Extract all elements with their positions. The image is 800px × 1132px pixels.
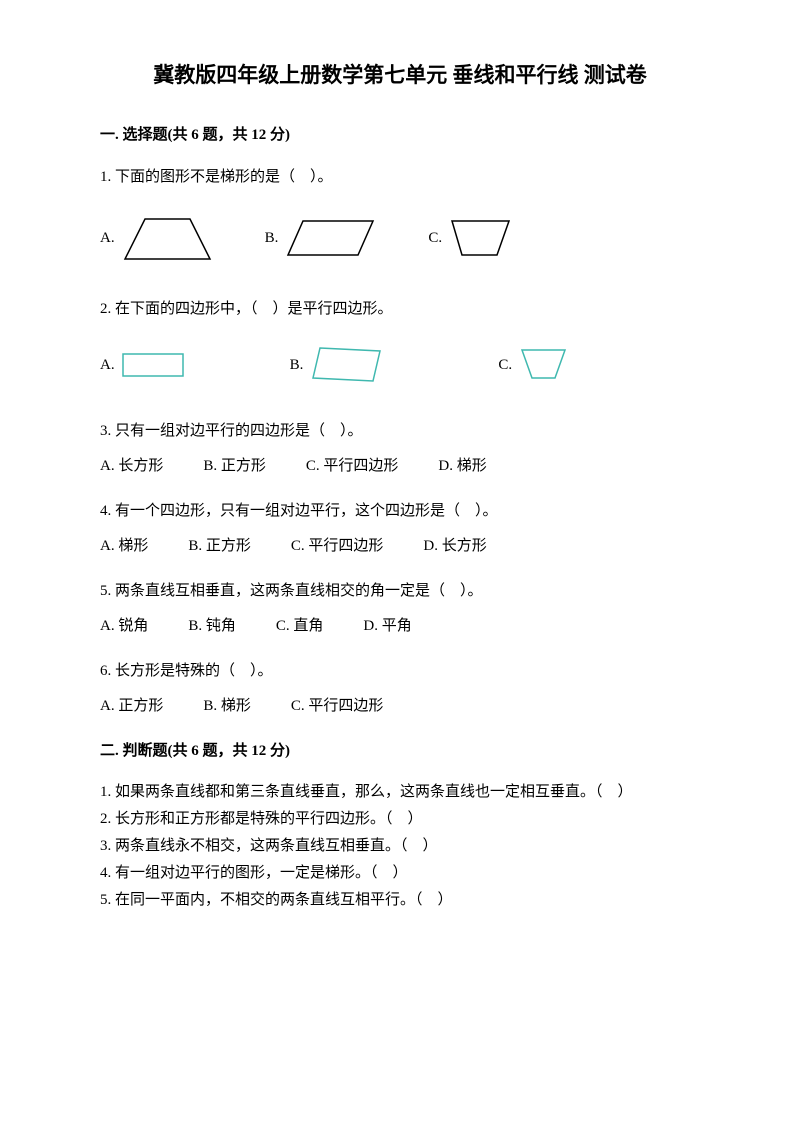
q1-text: 1. 下面的图形不是梯形的是（ ）。	[100, 164, 700, 191]
section-2-header: 二. 判断题(共 6 题，共 12 分)	[100, 738, 700, 765]
q1-label-c: C.	[428, 225, 442, 252]
judge-5: 5. 在同一平面内，不相交的两条直线互相平行。（ ）	[100, 888, 700, 912]
q3-opt-a: A. 长方形	[100, 453, 163, 480]
q1-option-a: A.	[100, 211, 215, 266]
q2-label-b: B.	[290, 352, 304, 379]
q1-option-c: C.	[428, 213, 517, 263]
q5-opt-d: D. 平角	[363, 613, 411, 640]
judge-4: 4. 有一组对边平行的图形，一定是梯形。（ ）	[100, 861, 700, 885]
question-4: 4. 有一个四边形，只有一组对边平行，这个四边形是（ ）。 A. 梯形 B. 正…	[100, 498, 700, 560]
q2-option-b: B.	[290, 343, 389, 388]
question-3: 3. 只有一组对边平行的四边形是（ ）。 A. 长方形 B. 正方形 C. 平行…	[100, 418, 700, 480]
q4-opt-d: D. 长方形	[423, 533, 486, 560]
q2-option-a: A.	[100, 348, 190, 383]
q2-shapes: A. B. C.	[100, 343, 700, 388]
q3-opt-b: B. 正方形	[203, 453, 266, 480]
q4-opt-c: C. 平行四边形	[291, 533, 384, 560]
trapezoid-narrow-icon	[447, 213, 517, 263]
q1-shapes: A. B. C.	[100, 211, 700, 266]
judge-3: 3. 两条直线永不相交，这两条直线互相垂直。（ ）	[100, 834, 700, 858]
q5-opt-b: B. 钝角	[188, 613, 236, 640]
q4-text: 4. 有一个四边形，只有一组对边平行，这个四边形是（ ）。	[100, 498, 700, 525]
trapezoid-teal-icon	[517, 345, 572, 385]
q2-label-c: C.	[498, 352, 512, 379]
parallelogram-icon	[283, 213, 378, 263]
q1-label-b: B.	[265, 225, 279, 252]
q4-opt-b: B. 正方形	[188, 533, 251, 560]
q4-opt-a: A. 梯形	[100, 533, 148, 560]
q4-options: A. 梯形 B. 正方形 C. 平行四边形 D. 长方形	[100, 533, 700, 560]
page-title: 冀教版四年级上册数学第七单元 垂线和平行线 测试卷	[100, 60, 700, 92]
q3-opt-d: D. 梯形	[438, 453, 486, 480]
q5-options: A. 锐角 B. 钝角 C. 直角 D. 平角	[100, 613, 700, 640]
question-2: 2. 在下面的四边形中，（ ）是平行四边形。 A. B. C.	[100, 296, 700, 388]
q5-opt-c: C. 直角	[276, 613, 324, 640]
question-6: 6. 长方形是特殊的（ ）。 A. 正方形 B. 梯形 C. 平行四边形	[100, 658, 700, 720]
trapezoid-icon	[120, 211, 215, 266]
q1-label-a: A.	[100, 225, 115, 252]
q6-text: 6. 长方形是特殊的（ ）。	[100, 658, 700, 685]
q6-opt-b: B. 梯形	[203, 693, 251, 720]
q6-opt-a: A. 正方形	[100, 693, 163, 720]
judge-2: 2. 长方形和正方形都是特殊的平行四边形。（ ）	[100, 807, 700, 831]
q2-option-c: C.	[498, 345, 572, 385]
q3-opt-c: C. 平行四边形	[306, 453, 399, 480]
q2-label-a: A.	[100, 352, 115, 379]
q2-text: 2. 在下面的四边形中，（ ）是平行四边形。	[100, 296, 700, 323]
q5-text: 5. 两条直线互相垂直，这两条直线相交的角一定是（ ）。	[100, 578, 700, 605]
q6-options: A. 正方形 B. 梯形 C. 平行四边形	[100, 693, 700, 720]
parallelogram-teal-icon	[308, 343, 388, 388]
judge-1: 1. 如果两条直线都和第三条直线垂直，那么，这两条直线也一定相互垂直。（ ）	[100, 780, 700, 804]
rectangle-icon	[120, 348, 190, 383]
q5-opt-a: A. 锐角	[100, 613, 148, 640]
question-1: 1. 下面的图形不是梯形的是（ ）。 A. B. C.	[100, 164, 700, 266]
q6-opt-c: C. 平行四边形	[291, 693, 384, 720]
q3-text: 3. 只有一组对边平行的四边形是（ ）。	[100, 418, 700, 445]
question-5: 5. 两条直线互相垂直，这两条直线相交的角一定是（ ）。 A. 锐角 B. 钝角…	[100, 578, 700, 640]
section-1-header: 一. 选择题(共 6 题，共 12 分)	[100, 122, 700, 149]
q1-option-b: B.	[265, 213, 379, 263]
q3-options: A. 长方形 B. 正方形 C. 平行四边形 D. 梯形	[100, 453, 700, 480]
